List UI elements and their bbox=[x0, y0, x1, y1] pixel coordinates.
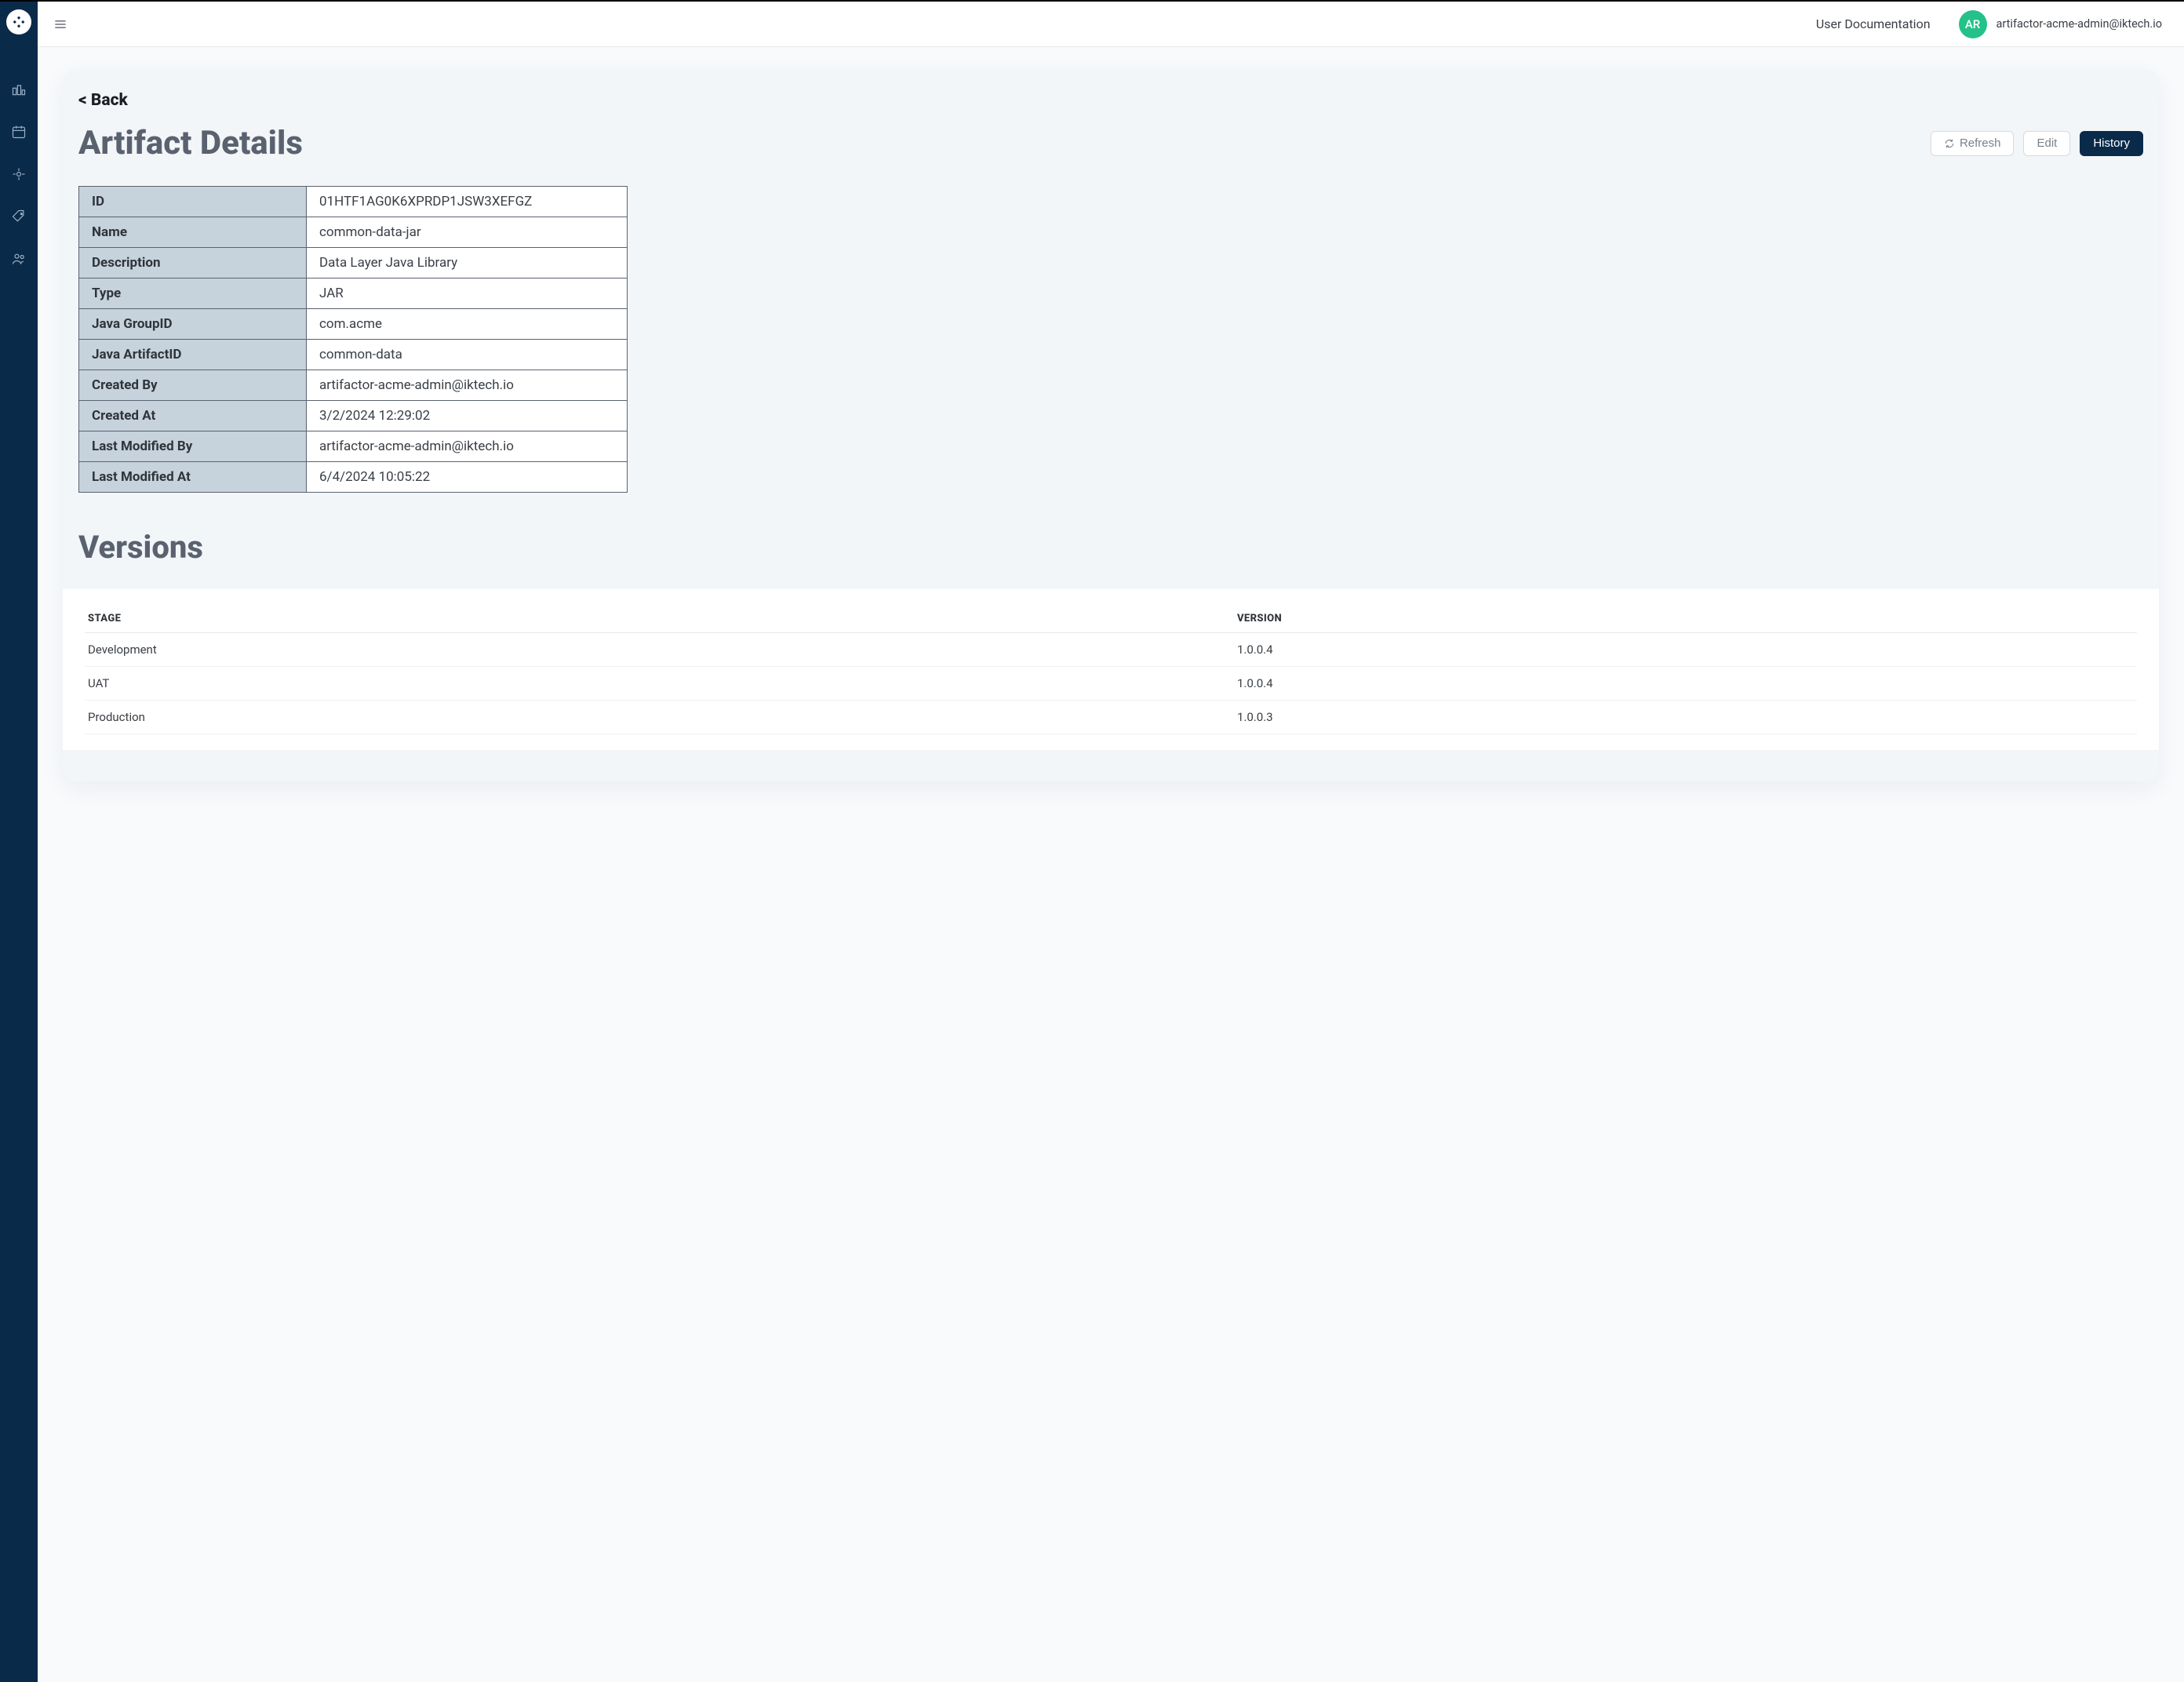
buildings-icon bbox=[11, 82, 27, 97]
sidebar bbox=[0, 2, 38, 1682]
hamburger-icon bbox=[53, 16, 68, 32]
topbar: User Documentation AR artifactor-acme-ad… bbox=[38, 2, 2184, 47]
details-row: DescriptionData Layer Java Library bbox=[79, 248, 628, 279]
refresh-button[interactable]: Refresh bbox=[1931, 131, 2015, 156]
versions-row: Development1.0.0.4 bbox=[85, 633, 2137, 667]
details-row-value: 3/2/2024 12:29:02 bbox=[307, 401, 628, 431]
main-column: User Documentation AR artifactor-acme-ad… bbox=[38, 2, 2184, 1682]
sidebar-item-deploy[interactable] bbox=[0, 155, 38, 193]
menu-toggle-button[interactable] bbox=[52, 16, 69, 33]
details-row-label: Created By bbox=[79, 370, 307, 401]
details-row-value: 6/4/2024 10:05:22 bbox=[307, 462, 628, 493]
details-row-label: Created At bbox=[79, 401, 307, 431]
versions-row-stage: Development bbox=[85, 633, 1234, 667]
page-title: Artifact Details bbox=[78, 124, 303, 162]
versions-table: STAGE VERSION Development1.0.0.4UAT1.0.0… bbox=[85, 605, 2137, 734]
user-avatar[interactable]: AR bbox=[1959, 10, 1987, 38]
versions-row-stage: UAT bbox=[85, 667, 1234, 701]
details-row-value: 01HTF1AG0K6XPRDP1JSW3XEFGZ bbox=[307, 187, 628, 217]
user-email-label: artifactor-acme-admin@iktech.io bbox=[1997, 17, 2162, 31]
versions-col-version: VERSION bbox=[1234, 605, 2137, 633]
details-row-label: Java ArtifactID bbox=[79, 340, 307, 370]
artifact-card: < Back Artifact Details Refresh Edit bbox=[63, 69, 2159, 781]
sidebar-item-buildings[interactable] bbox=[0, 71, 38, 108]
details-row: Java GroupIDcom.acme bbox=[79, 309, 628, 340]
versions-row-version: 1.0.0.4 bbox=[1234, 633, 2137, 667]
details-row-label: Name bbox=[79, 217, 307, 248]
sidebar-item-calendar[interactable] bbox=[0, 113, 38, 151]
refresh-button-label: Refresh bbox=[1960, 137, 2001, 150]
versions-row: UAT1.0.0.4 bbox=[85, 667, 2137, 701]
details-row-value: artifactor-acme-admin@iktech.io bbox=[307, 370, 628, 401]
history-button-label: History bbox=[2093, 137, 2130, 150]
details-row-label: Type bbox=[79, 279, 307, 309]
details-row-value: Data Layer Java Library bbox=[307, 248, 628, 279]
content-area: < Back Artifact Details Refresh Edit bbox=[38, 47, 2184, 1682]
details-row-label: Last Modified By bbox=[79, 431, 307, 462]
details-row-label: Java GroupID bbox=[79, 309, 307, 340]
details-row: Last Modified Byartifactor-acme-admin@ik… bbox=[79, 431, 628, 462]
history-button[interactable]: History bbox=[2080, 131, 2143, 156]
user-documentation-link[interactable]: User Documentation bbox=[1816, 16, 1931, 31]
edit-button[interactable]: Edit bbox=[2023, 131, 2070, 156]
details-row: Last Modified At6/4/2024 10:05:22 bbox=[79, 462, 628, 493]
details-row: Created Byartifactor-acme-admin@iktech.i… bbox=[79, 370, 628, 401]
logo-icon bbox=[12, 15, 26, 29]
versions-row: Production1.0.0.3 bbox=[85, 701, 2137, 734]
details-row: Namecommon-data-jar bbox=[79, 217, 628, 248]
tag-icon bbox=[11, 209, 27, 224]
details-row-label: Description bbox=[79, 248, 307, 279]
details-row-value: common-data bbox=[307, 340, 628, 370]
back-link[interactable]: < Back bbox=[63, 91, 2159, 124]
versions-row-version: 1.0.0.3 bbox=[1234, 701, 2137, 734]
title-row: Artifact Details Refresh Edit History bbox=[63, 124, 2159, 186]
app-root: User Documentation AR artifactor-acme-ad… bbox=[0, 0, 2184, 1682]
versions-row-version: 1.0.0.4 bbox=[1234, 667, 2137, 701]
sidebar-item-tag[interactable] bbox=[0, 198, 38, 235]
versions-heading: Versions bbox=[63, 508, 2159, 589]
details-row-value: common-data-jar bbox=[307, 217, 628, 248]
calendar-icon bbox=[11, 124, 27, 140]
details-row: Java ArtifactIDcommon-data bbox=[79, 340, 628, 370]
versions-col-stage: STAGE bbox=[85, 605, 1234, 633]
refresh-icon bbox=[1944, 138, 1955, 149]
versions-row-stage: Production bbox=[85, 701, 1234, 734]
users-icon bbox=[11, 251, 27, 267]
app-logo[interactable] bbox=[6, 9, 31, 35]
details-row-label: ID bbox=[79, 187, 307, 217]
details-row-value: artifactor-acme-admin@iktech.io bbox=[307, 431, 628, 462]
details-row-value: JAR bbox=[307, 279, 628, 309]
details-row-label: Last Modified At bbox=[79, 462, 307, 493]
details-row: TypeJAR bbox=[79, 279, 628, 309]
artifact-details-table: ID01HTF1AG0K6XPRDP1JSW3XEFGZNamecommon-d… bbox=[78, 186, 628, 493]
versions-panel: STAGE VERSION Development1.0.0.4UAT1.0.0… bbox=[63, 589, 2159, 750]
details-row: Created At3/2/2024 12:29:02 bbox=[79, 401, 628, 431]
deploy-icon bbox=[11, 166, 27, 182]
details-row: ID01HTF1AG0K6XPRDP1JSW3XEFGZ bbox=[79, 187, 628, 217]
edit-button-label: Edit bbox=[2037, 137, 2057, 150]
details-row-value: com.acme bbox=[307, 309, 628, 340]
sidebar-item-users[interactable] bbox=[0, 240, 38, 278]
